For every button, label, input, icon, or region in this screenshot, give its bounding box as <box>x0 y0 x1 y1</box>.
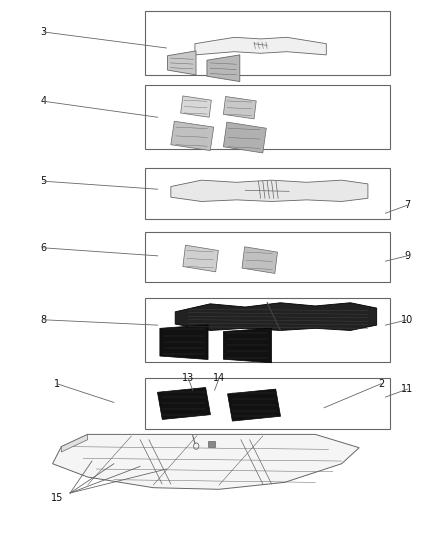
Polygon shape <box>160 325 208 359</box>
Text: 9: 9 <box>404 251 410 261</box>
Text: 14: 14 <box>213 374 225 383</box>
Polygon shape <box>171 122 214 150</box>
Text: 4: 4 <box>41 96 47 106</box>
Polygon shape <box>53 434 359 489</box>
Polygon shape <box>175 303 377 330</box>
Text: 3: 3 <box>41 27 47 37</box>
Bar <box>145 378 390 429</box>
Bar <box>145 168 390 219</box>
Polygon shape <box>228 389 280 421</box>
Text: 5: 5 <box>41 176 47 186</box>
Text: 11: 11 <box>401 384 413 394</box>
Polygon shape <box>223 122 266 153</box>
Text: 1: 1 <box>54 379 60 389</box>
Polygon shape <box>167 51 196 75</box>
Text: 15: 15 <box>51 494 63 503</box>
Bar <box>145 232 390 282</box>
Text: 6: 6 <box>41 243 47 253</box>
Text: 8: 8 <box>41 315 47 325</box>
Polygon shape <box>223 328 272 362</box>
Text: 7: 7 <box>404 200 410 210</box>
Bar <box>145 85 390 149</box>
Polygon shape <box>61 434 88 452</box>
Polygon shape <box>180 96 211 117</box>
Text: 2: 2 <box>378 379 384 389</box>
Polygon shape <box>223 96 256 119</box>
Polygon shape <box>157 387 210 419</box>
Polygon shape <box>195 37 326 55</box>
Polygon shape <box>242 247 277 273</box>
Bar <box>145 298 390 362</box>
Bar <box>208 441 215 447</box>
Polygon shape <box>171 180 368 201</box>
Text: 10: 10 <box>401 315 413 325</box>
Polygon shape <box>183 245 218 272</box>
Text: 13: 13 <box>182 374 194 383</box>
Polygon shape <box>207 55 240 82</box>
Bar <box>145 11 390 75</box>
